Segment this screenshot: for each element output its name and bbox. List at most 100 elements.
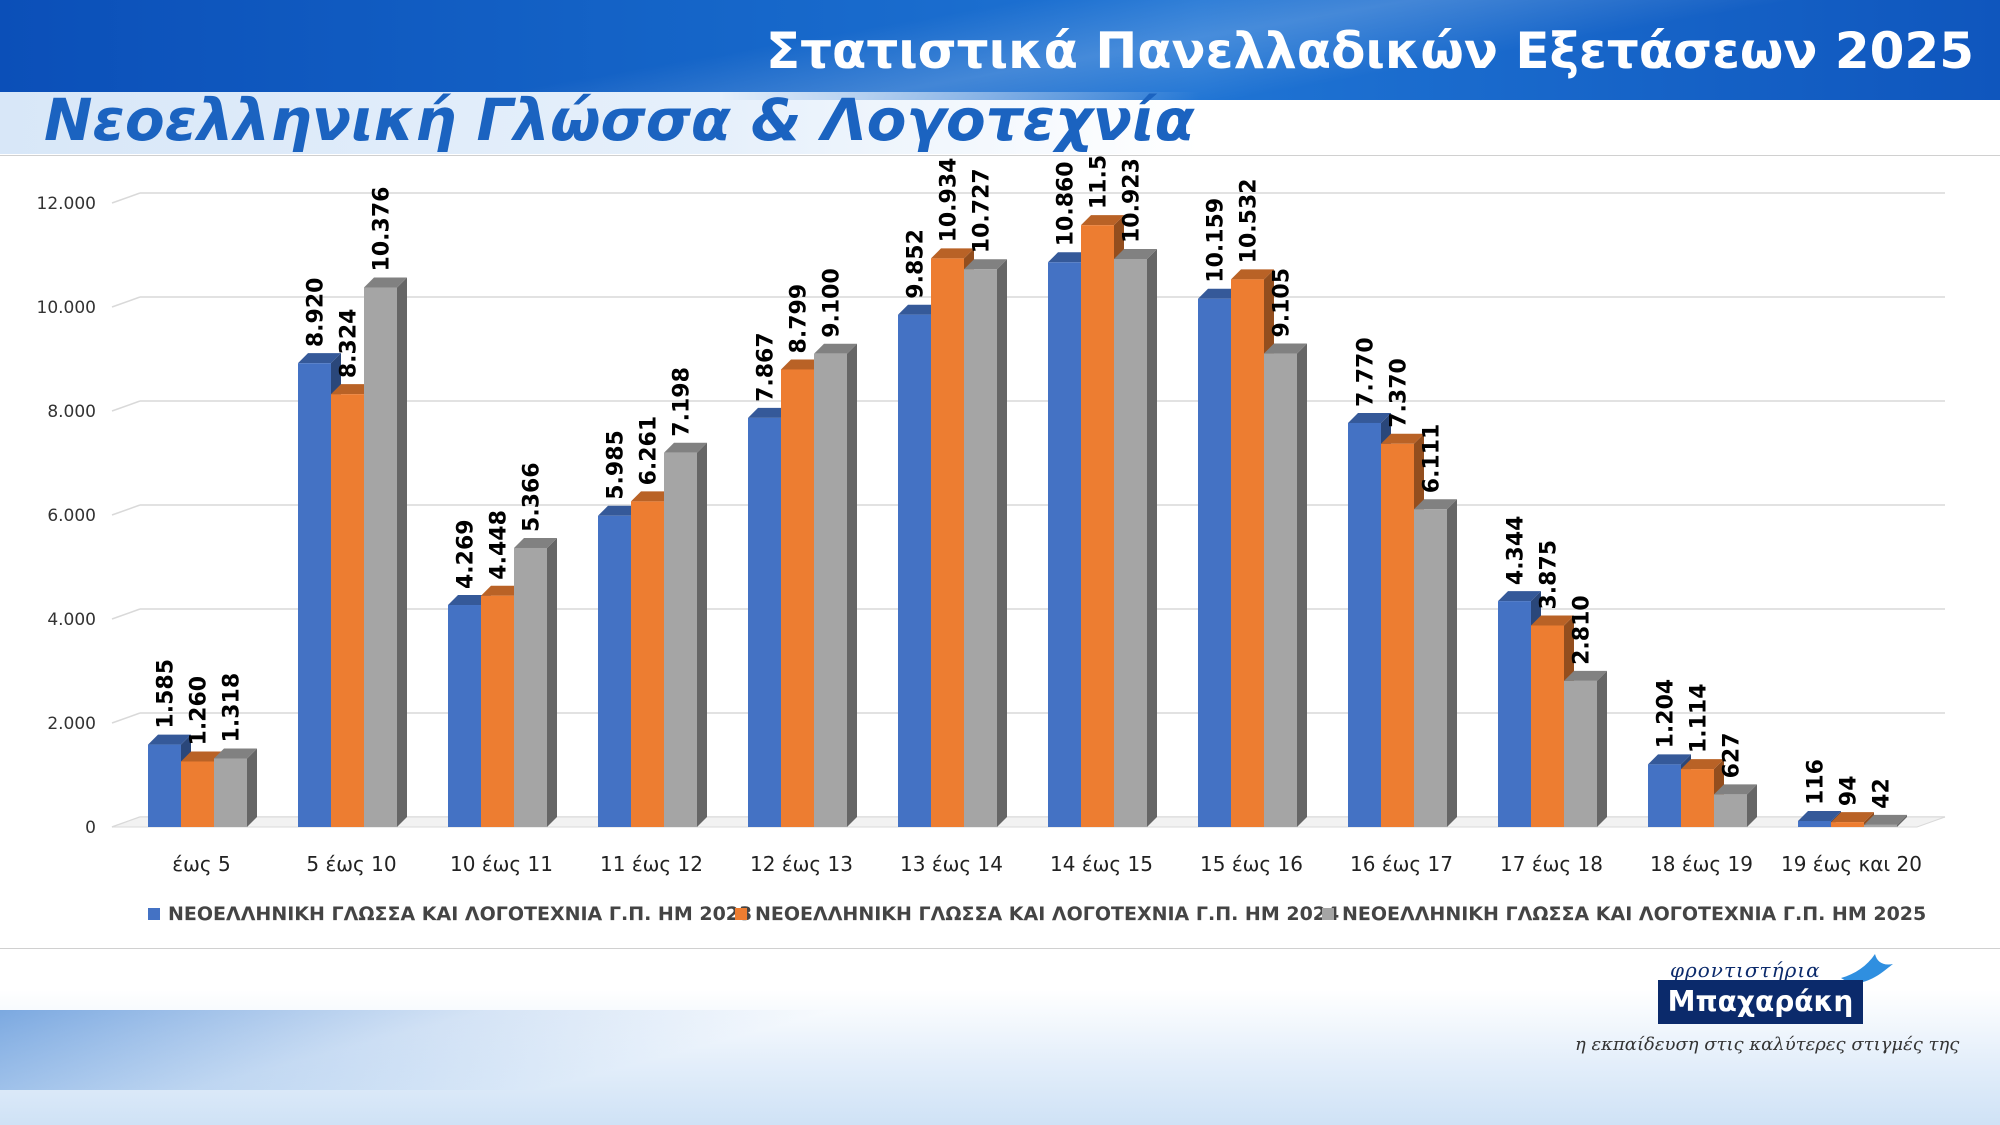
top-banner [0,0,2000,100]
bar [1231,279,1264,827]
bar-side [697,442,707,827]
bar-side [847,343,857,827]
y-tick-label: 0 [85,818,96,838]
bar [1714,794,1747,827]
bar-top [448,595,491,606]
bar-chart: 0 2.000 4.000 6.000 8.000 10.000 12.000 1.585 1.… [37,156,1946,925]
data-label: 42 [1870,778,1895,809]
y-tick-label: 10.000 [37,298,96,318]
bar-top [931,248,974,259]
data-label: 1.204 [1654,679,1679,749]
bar-side [997,259,1007,827]
bar-top [631,491,674,502]
subtitle-band [0,92,1200,154]
bar [298,363,331,827]
x-tick-label: 11 έως 12 [600,852,703,876]
data-label: 116 [1804,759,1829,805]
bar [1348,422,1381,827]
data-label: 6.261 [637,416,662,486]
bar [898,314,931,827]
bar-top [181,751,224,762]
data-label: 8.324 [337,309,362,379]
data-label: 4.269 [454,519,479,589]
y-tick-label: 12.000 [37,194,96,214]
gridline-depth [111,296,141,308]
bar-top [964,259,1007,270]
x-tick-label: 17 έως 18 [1500,852,1603,876]
bar [1264,353,1297,827]
data-label: 8.799 [787,284,812,354]
chart-floor [111,816,1946,828]
gridline-depth [111,192,141,204]
bar-side [1747,784,1757,827]
bar-side [1297,343,1307,827]
data-label: 1.114 [1687,683,1712,753]
gridline-depth [111,712,141,724]
bar-top [1114,249,1157,260]
bar [931,258,964,827]
bar [781,369,814,827]
bar [148,744,181,827]
chart-frame: 0 2.000 4.000 6.000 8.000 10.000 12.000 1.585 1.… [0,155,2000,949]
bar-top [481,585,524,596]
data-label: 7.770 [1354,337,1379,407]
data-label: 6.111 [1420,424,1445,494]
x-tick-label: 13 έως 14 [900,852,1003,876]
data-label: 10.727 [970,168,995,253]
bar [964,269,997,827]
bar-top [1864,814,1907,825]
logo-name: Μπαχαράκη [1658,980,1863,1024]
bar [1864,824,1897,827]
bar-top [331,384,374,395]
bar-side [1897,814,1907,827]
legend-swatch [735,908,747,920]
x-tick-label: έως 5 [172,852,230,876]
data-label: 3.875 [1537,540,1562,610]
data-label: 10.860 [1054,161,1079,246]
data-label: 4.344 [1504,516,1529,586]
bar [1531,625,1564,827]
x-tick-label: 15 έως 16 [1200,852,1303,876]
bar-side [547,537,557,827]
x-tick-label: 14 έως 15 [1050,852,1153,876]
data-label: 11.574 [1087,156,1112,209]
bar-top [781,359,824,370]
x-tick-label: 10 έως 11 [450,852,553,876]
data-label: 5.985 [604,430,629,500]
data-label: 1.260 [187,676,212,746]
bar-top [1798,810,1841,821]
data-label: 8.920 [304,278,329,348]
bar [1048,262,1081,827]
bar [1114,259,1147,827]
bar [1198,298,1231,827]
bar [214,758,247,827]
y-tick-label: 2.000 [47,714,96,734]
bar-top [148,734,191,745]
bar-side [1597,670,1607,827]
legend-label: ΝΕΟΕΛΛΗΝΙΚΗ ΓΛΩΣΣΑ ΚΑΙ ΛΟΓΟΤΕΧΝΙΑ Γ.Π. Η… [1342,903,1926,925]
data-label: 5.366 [520,462,545,532]
bar-top [1714,784,1757,795]
bar-side [1147,249,1157,827]
data-label: 9.852 [904,229,929,299]
bar [481,595,514,827]
bar [598,515,631,827]
data-label: 10.934 [937,158,962,243]
bar-top [748,407,791,418]
bar-top [1681,759,1724,770]
data-label: 9.100 [820,268,845,338]
data-label: 7.370 [1387,358,1412,428]
data-label: 627 [1720,732,1745,778]
bar-top [814,343,857,354]
bar-top [1081,215,1124,226]
bar-top [298,353,341,364]
company-logo: φροντιστήρια Μπαχαράκη η εκπαίδευση στις… [1575,948,1975,1058]
data-label: 1.585 [154,659,179,729]
data-label: 7.867 [754,332,779,402]
y-tick-label: 8.000 [47,402,96,422]
data-label: 10.159 [1204,198,1229,283]
bar-top [214,748,257,759]
data-label: 10.376 [370,187,395,272]
x-tick-label: 16 έως 17 [1350,852,1453,876]
y-tick-label: 4.000 [47,610,96,630]
